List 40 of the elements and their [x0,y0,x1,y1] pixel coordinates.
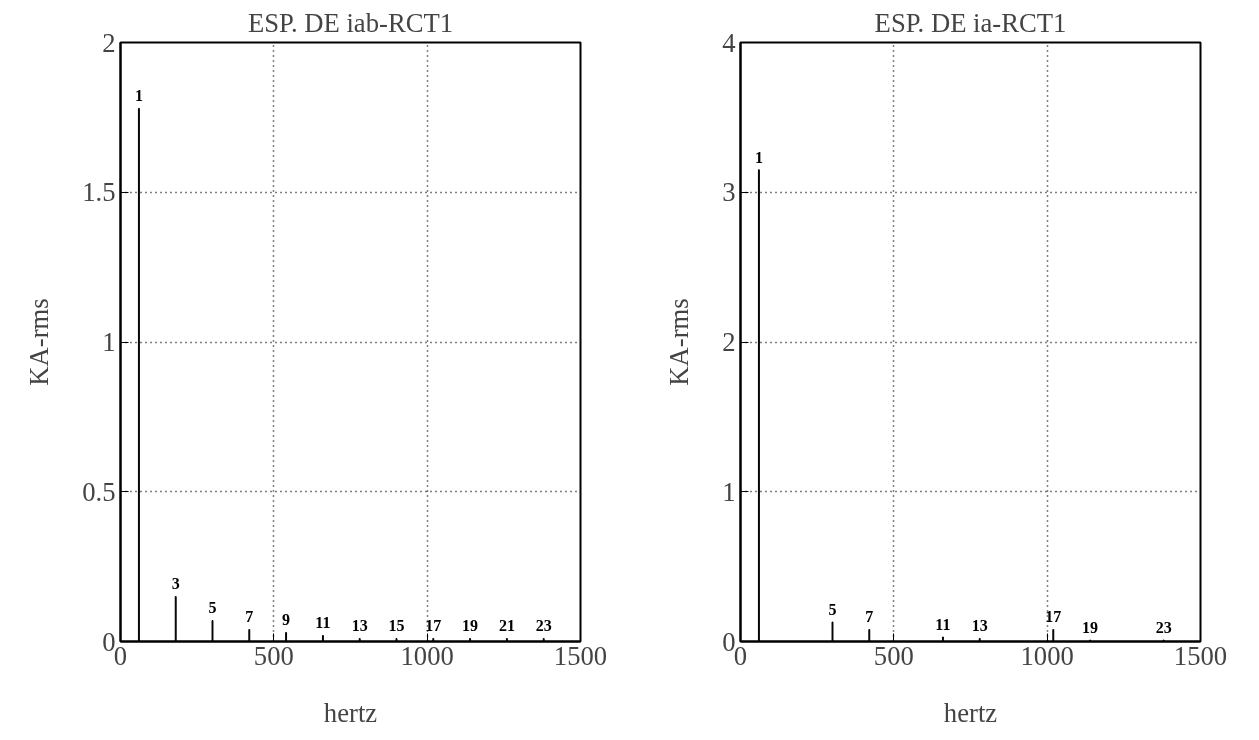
annotation: 1 [134,87,143,105]
annotation: 7 [245,608,254,626]
annotation: 23 [1155,618,1172,636]
annotation: 23 [535,617,552,635]
annotation: 21 [498,617,515,635]
y-axis-title: KA-rms [664,298,695,386]
y-tick-label: 4 [722,27,736,58]
chart-title: ESP. DE ia-RCT1 [874,7,1067,38]
x-tick-label: 1000 [400,640,454,671]
annotation: 1 [754,148,763,166]
annotation: 15 [388,617,405,635]
x-tick-label: 1500 [553,640,608,671]
annotation: 11 [935,615,951,633]
y-tick-label: 2 [722,327,736,357]
annotation: 19 [1082,618,1099,636]
x-axis-title: hertz [943,697,998,728]
annotation: 5 [208,599,217,617]
y-tick-label: 1.5 [82,177,116,208]
y-tick-label: 1 [102,327,116,357]
y-tick-label: 2 [102,27,116,58]
annotation: 17 [425,617,442,635]
annotation: 9 [282,611,291,629]
x-tick-label: 1000 [1020,640,1074,671]
y-tick-label: 0.5 [82,476,116,507]
annotation: 3 [171,575,180,593]
annotation: 5 [828,600,837,618]
x-axis-title: hertz [323,697,378,728]
annotation: 7 [865,608,874,626]
x-tick-label: 1500 [1173,640,1228,671]
y-tick-label: 1 [722,476,736,507]
annotation: 19 [462,617,479,635]
annotation: 13 [971,617,988,635]
x-tick-label: 500 [873,640,914,671]
y-tick-label: 3 [722,177,736,208]
annotation: 17 [1045,608,1062,626]
annotation: 11 [315,614,331,632]
chart-title: ESP. DE iab-RCT1 [247,7,454,38]
y-axis-title: KA-rms [24,298,55,386]
x-tick-label: 500 [253,640,294,671]
annotation: 13 [351,617,368,635]
